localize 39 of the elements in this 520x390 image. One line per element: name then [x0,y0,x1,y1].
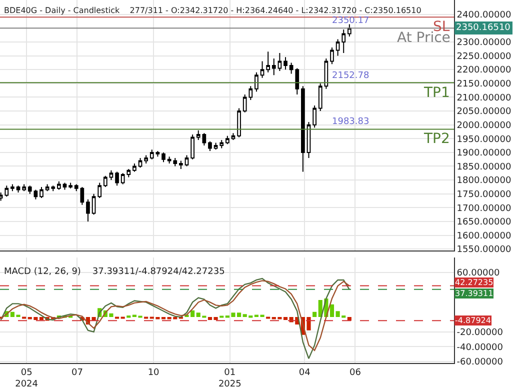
x-tick-label: 01 2025 [218,368,242,390]
x-tick-label: 10 [148,368,160,378]
x-tick-label: 05 2024 [15,368,38,390]
x-tick-label: 06 [350,368,362,378]
y-tick-label: 1850.00000 [456,162,512,172]
y-tick-label: 2200.00000 [456,66,512,76]
y-tick-label: 60.00000 [456,268,500,279]
y-tick-label: 1950.00000 [456,134,512,145]
x-tick-label: 04 [298,368,311,378]
y-tick-label: 2100.00000 [456,93,512,104]
ref-line-label: 42.27235 [455,278,494,287]
annotation: 2350.16510 [456,23,511,33]
annotation: 2350.17 [332,16,370,26]
y-tick-label: 1550.00000 [456,245,512,256]
text: BDE40G - Daily - Candlestick 277/311 - O:2342.31720 - H:2364.24640 - L:2342.31720 - C:2350.16510 [4,6,422,15]
y-tick-label: 2300.00000 [456,38,512,48]
annotation: 2152.78 [332,71,370,81]
y-tick-label: 2250.00000 [456,52,512,62]
ref-line-label: TP1 [423,85,450,101]
y-tick-label: 2150.00000 [456,80,512,90]
ref-line-label: TP2 [423,131,450,147]
annotation: 1983.83 [332,117,370,127]
y-tick-label: 1650.00000 [456,218,512,228]
y-tick-label: -20.00000 [456,328,504,338]
x-tick-label: 07 [71,368,83,378]
y-tick-label: 1750.00000 [456,190,512,200]
ref-line-label: At Price [397,30,450,46]
ref-line-label: -4.87924 [455,316,491,325]
y-tick-label: 2400.00000 [456,10,512,21]
ref-line-label: 37.39311 [455,289,494,298]
y-tick-label: -40.00000 [456,342,504,353]
y-tick-label: 2000.00000 [456,120,512,131]
y-tick-label: 1700.00000 [456,204,512,214]
y-tick-label: 2050.00000 [456,107,512,118]
y-tick-label: 1600.00000 [456,231,512,242]
text: MACD (12, 26, 9) 37.39311/-4.87924/42.27235 [4,267,225,277]
y-tick-label: 1800.00000 [456,176,512,186]
y-tick-label: 1900.00000 [456,148,512,159]
y-tick-label: -60.00000 [456,358,504,368]
